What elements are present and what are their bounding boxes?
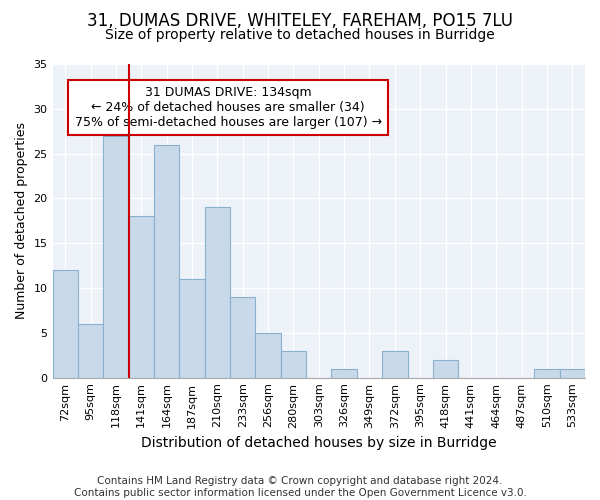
Bar — [103, 136, 128, 378]
Bar — [331, 368, 357, 378]
Text: Size of property relative to detached houses in Burridge: Size of property relative to detached ho… — [105, 28, 495, 42]
Bar — [205, 208, 230, 378]
Bar — [534, 368, 560, 378]
X-axis label: Distribution of detached houses by size in Burridge: Distribution of detached houses by size … — [141, 436, 497, 450]
Bar — [560, 368, 585, 378]
Bar — [382, 351, 407, 378]
Text: 31, DUMAS DRIVE, WHITELEY, FAREHAM, PO15 7LU: 31, DUMAS DRIVE, WHITELEY, FAREHAM, PO15… — [87, 12, 513, 30]
Bar — [128, 216, 154, 378]
Y-axis label: Number of detached properties: Number of detached properties — [15, 122, 28, 320]
Bar — [281, 351, 306, 378]
Text: Contains HM Land Registry data © Crown copyright and database right 2024.
Contai: Contains HM Land Registry data © Crown c… — [74, 476, 526, 498]
Bar — [78, 324, 103, 378]
Bar — [256, 333, 281, 378]
Bar — [433, 360, 458, 378]
Text: 31 DUMAS DRIVE: 134sqm
← 24% of detached houses are smaller (34)
75% of semi-det: 31 DUMAS DRIVE: 134sqm ← 24% of detached… — [74, 86, 382, 129]
Bar — [53, 270, 78, 378]
Bar — [230, 297, 256, 378]
Bar — [179, 279, 205, 378]
Bar — [154, 144, 179, 378]
